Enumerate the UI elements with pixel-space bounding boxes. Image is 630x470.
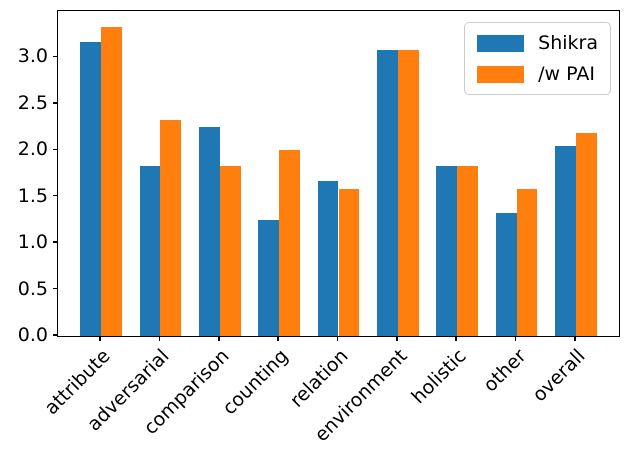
plot-area: Shikra /w PAI [57,10,620,337]
bar-shikra-other [495,212,517,336]
legend-label-w-pai: /w PAI [538,63,595,85]
bar-w-pai-other [516,189,538,336]
y-tick-label-2.5: 2.5 [17,91,48,114]
y-tick-0.0 [52,334,57,336]
legend-swatch-w-pai [477,65,525,83]
bar-shikra-relation [317,180,339,336]
x-tick-comparison [218,336,220,341]
bar-shikra-adversarial [139,166,161,336]
x-tick-holistic [455,336,457,341]
x-tick-environment [396,336,398,341]
bar-shikra-overall [555,145,576,336]
x-tick-attribute [99,336,101,341]
y-tick-0.5 [52,287,57,290]
x-tick-other [514,336,517,341]
y-tick-label-1.5: 1.5 [17,184,48,207]
y-tick-2.0 [52,148,57,151]
x-tick-counting [277,336,279,341]
bar-shikra-environment [377,50,398,336]
bar-w-pai-counting [279,150,300,336]
bar-w-pai-holistic [457,166,478,336]
bar-shikra-comparison [198,127,220,336]
x-tick-adversarial [158,336,161,341]
bar-w-pai-comparison [219,166,241,336]
bar-w-pai-environment [397,50,419,336]
bar-w-pai-adversarial [160,119,182,336]
legend-item-shikra: Shikra [477,32,598,54]
bar-w-pai-relation [338,189,360,336]
y-tick-1.0 [52,241,57,243]
bar-shikra-holistic [436,166,458,336]
x-tick-overall [574,336,576,341]
y-tick-label-0.5: 0.5 [17,277,48,300]
x-tick-relation [336,336,339,341]
legend-label-shikra: Shikra [538,32,598,54]
y-tick-label-3.0: 3.0 [17,45,48,68]
legend-swatch-shikra [477,34,525,52]
y-tick-label-2.0: 2.0 [17,138,48,161]
bar-shikra-counting [258,219,280,336]
legend: Shikra /w PAI [464,22,611,95]
bar-shikra-attribute [80,41,102,336]
legend-item-w-pai: /w PAI [477,63,598,85]
y-tick-3.0 [52,55,57,58]
bar-w-pai-overall [575,132,597,336]
y-tick-1.5 [52,194,57,197]
y-tick-label-1.0: 1.0 [17,231,48,254]
y-tick-2.5 [52,102,57,104]
y-tick-label-0.0: 0.0 [17,324,48,346]
bar-w-pai-attribute [101,26,122,336]
